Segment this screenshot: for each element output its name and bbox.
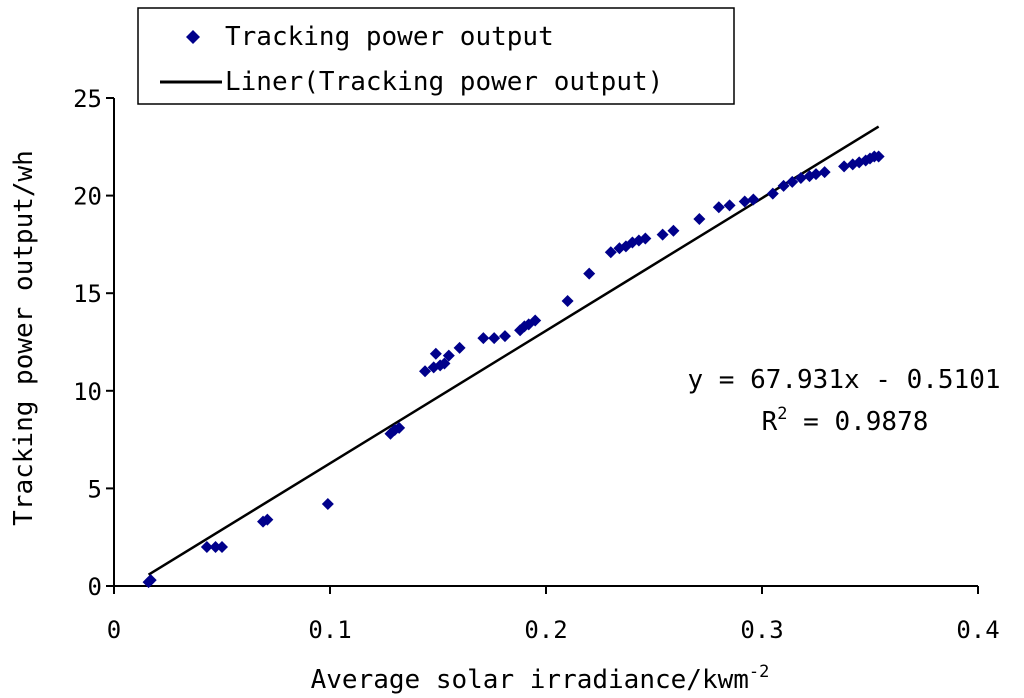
data-point (583, 267, 596, 280)
data-point (442, 349, 455, 362)
x-axis-label-superscript: -2 (749, 662, 769, 682)
data-point (498, 330, 511, 343)
data-point (321, 498, 334, 511)
data-point (200, 540, 213, 553)
x-tick-label: 0 (107, 616, 121, 644)
y-axis-label: Tracking power output/wh (9, 150, 39, 526)
data-point (738, 195, 751, 208)
data-point (838, 160, 851, 173)
r-squared-base: R (762, 407, 778, 437)
data-point (453, 341, 466, 354)
y-tick-label: 5 (88, 475, 102, 503)
data-point (656, 228, 669, 241)
data-point (667, 224, 680, 237)
equation-label: y = 67.931x - 0.5101 (687, 365, 1000, 395)
r-squared-value: = 0.9878 (788, 407, 929, 437)
data-point (723, 199, 736, 212)
r-squared-superscript: 2 (777, 404, 787, 424)
data-point (438, 357, 451, 370)
data-point (561, 295, 574, 308)
data-point (529, 314, 542, 327)
axis-ticks (106, 97, 979, 594)
y-tick-label: 0 (88, 573, 102, 601)
data-point (712, 201, 725, 214)
data-point (693, 213, 706, 226)
data-point (429, 347, 442, 360)
y-tick-label: 20 (73, 183, 102, 211)
data-point (261, 513, 274, 526)
data-point (393, 421, 406, 434)
data-points-layer (142, 150, 885, 589)
data-point (477, 332, 490, 345)
x-tick-labels: 0 0.1 0.2 0.3 0.4 (107, 616, 1000, 644)
y-tick-label: 10 (73, 378, 102, 406)
data-point (144, 574, 157, 587)
legend: Tracking power output Liner(Tracking pow… (137, 7, 735, 105)
legend-box (137, 7, 735, 105)
data-point (216, 540, 228, 553)
data-point (766, 187, 779, 200)
x-axis-label: Average solar irradiance/kwm-2 (311, 662, 770, 695)
data-point (872, 150, 885, 163)
y-tick-label: 15 (73, 280, 102, 308)
y-tick-labels: 0 5 10 15 20 25 (73, 85, 102, 601)
data-point (639, 232, 652, 245)
legend-marker-diamond-icon (186, 30, 200, 44)
x-axis-label-text: Average solar irradiance/kwm (311, 665, 749, 695)
data-point (810, 168, 822, 181)
legend-label-trendline: Liner(Tracking power output) (225, 67, 663, 97)
legend-label-series: Tracking power output (225, 22, 554, 52)
x-tick-label: 0.3 (740, 616, 783, 644)
r-squared-label: R2 = 0.9878 (762, 404, 929, 437)
data-point (777, 179, 790, 192)
y-tick-label: 25 (73, 85, 102, 113)
x-tick-label: 0.2 (524, 616, 567, 644)
x-tick-label: 0.1 (308, 616, 351, 644)
data-point (786, 175, 799, 188)
data-point (818, 166, 831, 179)
data-point (794, 172, 807, 185)
data-point (604, 246, 617, 259)
data-point (747, 193, 760, 206)
data-point (419, 365, 432, 378)
data-point (488, 332, 501, 345)
data-point (209, 540, 222, 553)
x-tick-label: 0.4 (956, 616, 999, 644)
